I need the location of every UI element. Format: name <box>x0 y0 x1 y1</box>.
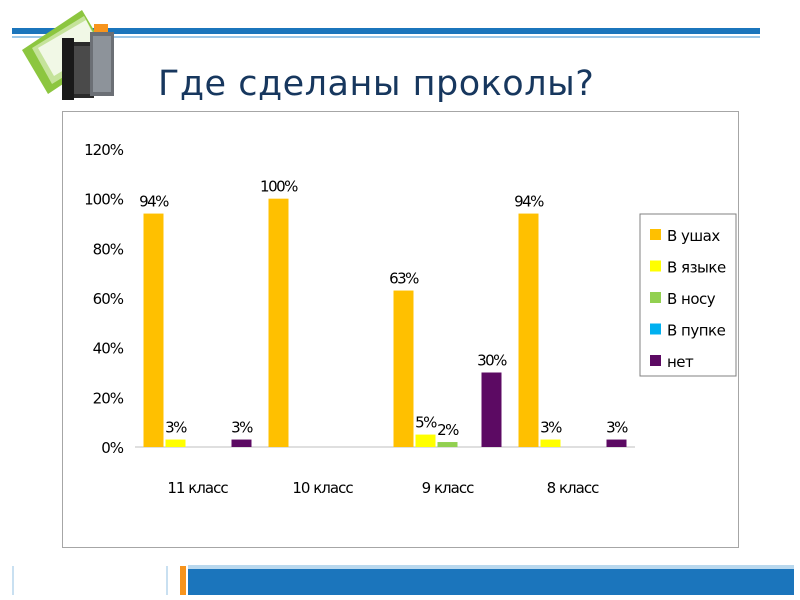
bar-chart: 0% 20% 40% 60% 80% 100% 120% 94% 3% 3% 100% 63% 5% 2… <box>84 141 737 497</box>
bar <box>393 290 414 447</box>
chart-frame: 0% 20% 40% 60% 80% 100% 120% 94% 3% 3% 100% 63% 5% 2… <box>62 111 739 548</box>
y-tick-label: 0% <box>101 439 124 457</box>
bar <box>268 198 289 447</box>
data-label: 30% <box>477 352 507 370</box>
data-label: 5% <box>415 414 437 432</box>
bar <box>437 442 458 447</box>
legend-label: В ушах <box>667 227 720 245</box>
header-bar <box>12 28 760 34</box>
data-label: 100% <box>260 178 298 196</box>
footer-bar-light <box>188 565 794 569</box>
data-label: 3% <box>606 419 628 437</box>
data-label: 2% <box>437 421 459 439</box>
legend-label: В пупке <box>667 322 726 340</box>
footer-accent-orange <box>180 566 186 595</box>
legend-label: нет <box>667 353 694 371</box>
data-label: 3% <box>231 419 253 437</box>
books-folder-icon <box>22 10 114 100</box>
bar <box>165 439 186 447</box>
bar <box>540 439 561 447</box>
data-label: 63% <box>389 270 419 288</box>
slide-title: Где сделаны проколы? <box>158 64 595 104</box>
header-bar-accent <box>12 36 760 38</box>
data-label: 3% <box>165 419 187 437</box>
legend-swatch <box>650 260 661 272</box>
y-tick-label: 40% <box>93 340 124 358</box>
legend-swatch <box>650 229 661 240</box>
data-label: 94% <box>139 193 169 211</box>
y-tick-label: 100% <box>84 191 124 209</box>
x-tick-label: 9 класс <box>422 479 474 497</box>
x-tick-label: 11 класс <box>167 479 228 497</box>
x-tick-label: 10 класс <box>292 479 353 497</box>
footer-bar <box>188 569 794 595</box>
bar <box>606 439 627 447</box>
legend-swatch <box>650 323 661 335</box>
x-tick-label: 8 класс <box>547 479 599 497</box>
data-label: 3% <box>540 419 562 437</box>
footer-rule <box>166 566 168 595</box>
data-label: 94% <box>514 193 544 211</box>
bar <box>481 372 502 447</box>
bar <box>415 434 436 447</box>
y-tick-label: 60% <box>93 290 124 308</box>
bar <box>518 213 539 447</box>
legend-label: В языке <box>667 259 726 277</box>
chart-legend: В ушах В языке В носу В пупке нет <box>639 213 737 377</box>
legend-label: В носу <box>667 290 716 308</box>
legend-swatch <box>650 355 661 366</box>
legend-swatch <box>650 292 661 303</box>
y-tick-label: 20% <box>93 389 124 407</box>
bar <box>231 439 252 447</box>
footer-rule <box>12 566 14 595</box>
y-tick-label: 120% <box>84 141 124 159</box>
bar <box>143 213 164 447</box>
y-tick-label: 80% <box>93 240 124 258</box>
